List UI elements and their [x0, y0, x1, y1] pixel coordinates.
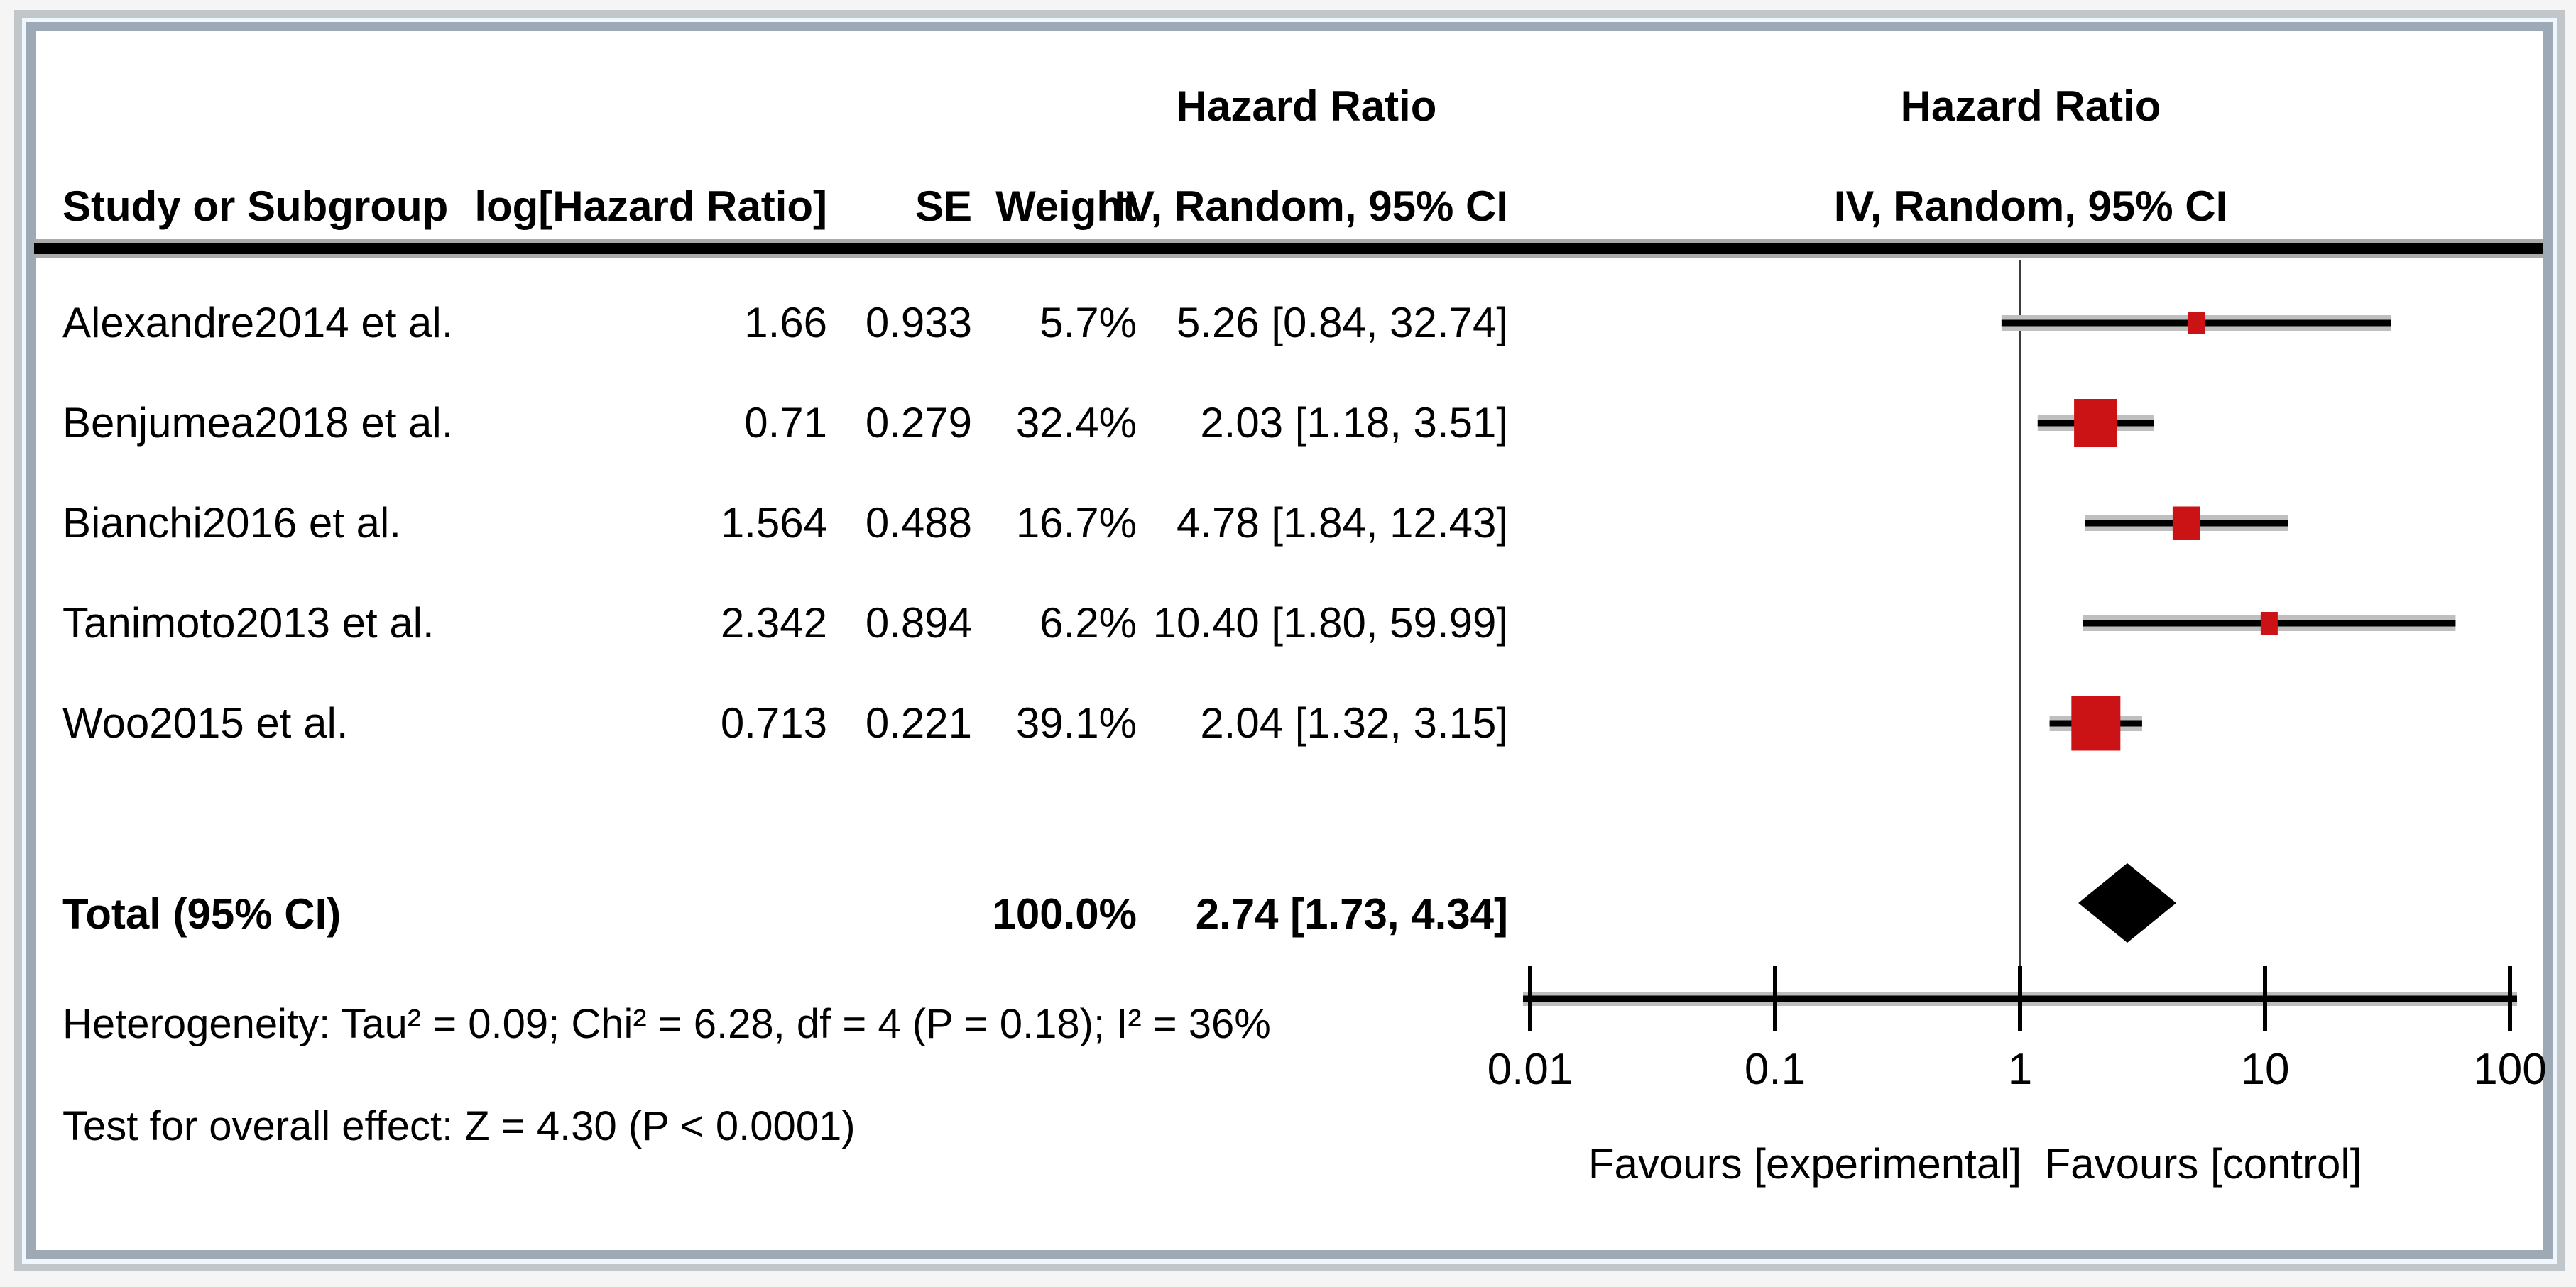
study-se: 0.894: [865, 599, 972, 647]
study-ci-text: 5.26 [0.84, 32.74]: [1176, 299, 1508, 346]
study-log-hr: 1.564: [720, 499, 827, 547]
study-se: 0.279: [865, 399, 972, 447]
study-weight: 39.1%: [1015, 699, 1137, 747]
study-name: Woo2015 et al.: [62, 699, 349, 747]
figure-inner-border: [26, 22, 2553, 1259]
overall-effect-test: Test for overall effect: Z = 4.30 (P < 0…: [62, 1103, 856, 1149]
ci-column-header-line1: Hazard Ratio: [1176, 82, 1437, 130]
study-se: 0.221: [865, 699, 972, 747]
plot-header-line1: Hazard Ratio: [1900, 82, 2161, 130]
study-name: Benjumea2018 et al.: [62, 399, 454, 447]
effect-marker: [2188, 312, 2205, 334]
study-name: Bianchi2016 et al.: [62, 499, 402, 547]
study-weight: 32.4%: [1015, 399, 1137, 447]
study-log-hr: 2.342: [720, 599, 827, 647]
favours-right-label: Favours [control]: [2044, 1140, 2362, 1188]
summary-diamond: [2078, 863, 2176, 943]
total-row-label: Total (95% CI): [62, 890, 342, 938]
study-weight: 16.7%: [1015, 499, 1137, 547]
total-row-weight: 100.0%: [992, 890, 1137, 938]
study-ci-text: 4.78 [1.84, 12.43]: [1176, 499, 1508, 547]
axis-tick-label: 10: [2240, 1045, 2290, 1094]
header-divider-rule: [34, 239, 2543, 258]
column-header-se: SE: [915, 182, 972, 230]
axis-tick-label: 0.1: [1744, 1045, 1806, 1094]
study-ci-text: 2.04 [1.32, 3.15]: [1200, 699, 1508, 747]
axis-tick-label: 0.01: [1487, 1045, 1573, 1094]
plot-header-line2: IV, Random, 95% CI: [1833, 182, 2228, 230]
study-log-hr: 1.66: [744, 299, 827, 346]
column-header-weight: Weight: [995, 182, 1137, 230]
study-weight: 6.2%: [1039, 599, 1137, 647]
axis-tick-label: 100: [2473, 1045, 2547, 1094]
study-ci-text: 10.40 [1.80, 59.99]: [1152, 599, 1508, 647]
total-row-ci: 2.74 [1.73, 4.34]: [1195, 890, 1508, 938]
study-log-hr: 0.713: [720, 699, 827, 747]
favours-left-label: Favours [experimental]: [1588, 1140, 2022, 1188]
study-log-hr: 0.71: [744, 399, 827, 447]
study-se: 0.488: [865, 499, 972, 547]
effect-marker: [2260, 612, 2278, 635]
study-name: Tanimoto2013 et al.: [62, 599, 435, 647]
study-weight: 5.7%: [1039, 299, 1137, 346]
effect-marker: [2074, 399, 2117, 447]
study-se: 0.933: [865, 299, 972, 346]
figure-outer-border: [14, 10, 2565, 1271]
study-ci-text: 2.03 [1.18, 3.51]: [1200, 399, 1508, 447]
column-header-ci: IV, Random, 95% CI: [1114, 182, 1508, 230]
effect-marker: [2071, 696, 2121, 751]
heterogeneity-stats: Heterogeneity: Tau² = 0.09; Chi² = 6.28,…: [62, 1001, 1271, 1047]
effect-marker: [2172, 506, 2200, 540]
column-header-log-hr: log[Hazard Ratio]: [474, 182, 827, 230]
study-name: Alexandre2014 et al.: [62, 299, 454, 346]
axis-tick-label: 1: [2007, 1045, 2033, 1094]
column-header-study: Study or Subgroup: [62, 182, 449, 230]
